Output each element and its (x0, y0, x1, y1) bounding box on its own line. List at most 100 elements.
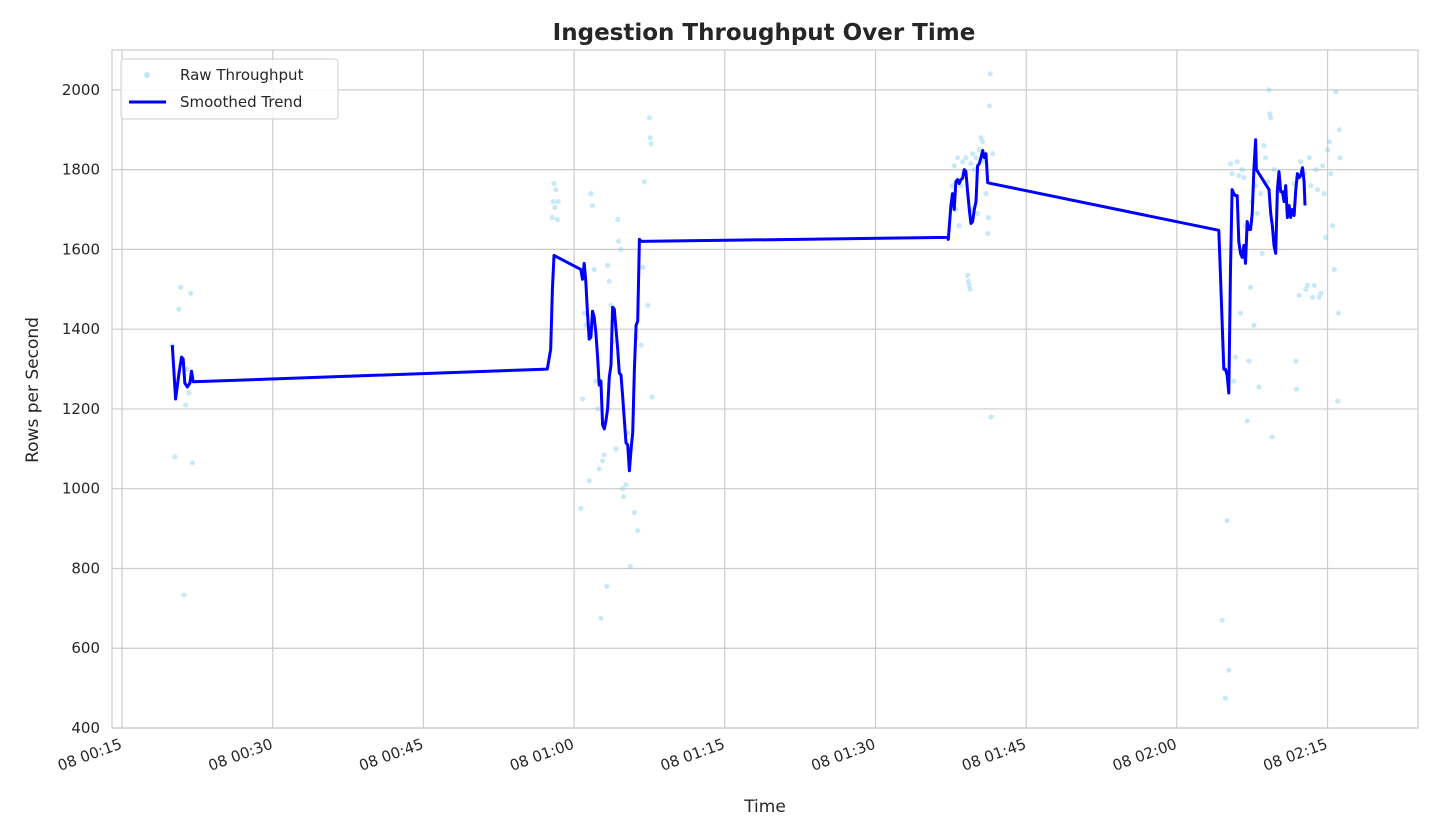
raw-throughput-point (1316, 294, 1322, 300)
chart-title: Ingestion Throughput Over Time (553, 20, 976, 46)
raw-throughput-point (976, 147, 982, 153)
raw-throughput-point (1311, 282, 1317, 288)
raw-throughput-point (968, 161, 974, 167)
y-tick-label: 800 (71, 559, 100, 577)
raw-throughput-point (983, 191, 989, 197)
y-tick-label: 400 (71, 719, 100, 737)
raw-throughput-point (615, 238, 622, 244)
raw-throughput-point (1304, 282, 1311, 288)
y-tick-label: 2000 (62, 81, 100, 99)
raw-throughput-point (605, 262, 611, 268)
raw-throughput-point (1259, 250, 1265, 256)
raw-throughput-point (1298, 159, 1304, 165)
raw-throughput-point (1293, 358, 1299, 364)
legend-marker-raw-throughput (144, 72, 150, 78)
raw-throughput-point (595, 406, 601, 412)
raw-throughput-point (1320, 163, 1326, 169)
raw-throughput-point (188, 290, 194, 296)
raw-throughput-point (647, 135, 653, 141)
raw-throughput-point (613, 446, 619, 452)
raw-throughput-point (604, 583, 610, 590)
raw-throughput-point (1239, 167, 1245, 173)
raw-throughput-point (965, 278, 972, 284)
raw-throughput-point (1227, 161, 1234, 167)
raw-throughput-point (966, 282, 972, 288)
raw-throughput-point (598, 615, 604, 621)
y-axis-label: Rows per Second (23, 317, 43, 463)
raw-throughput-point (181, 592, 187, 598)
raw-throughput-point (960, 159, 966, 165)
raw-throughput-point (601, 452, 607, 458)
raw-throughput-point (554, 216, 561, 223)
raw-throughput-point (1321, 191, 1327, 197)
raw-throughput-point (550, 199, 556, 205)
raw-throughput-point (1303, 286, 1309, 292)
legend-label-raw-throughput: Raw Throughput (180, 66, 304, 84)
raw-throughput-point (1335, 398, 1341, 404)
raw-throughput-point (178, 284, 184, 290)
y-tick-label: 1800 (62, 161, 100, 179)
raw-throughput-point (1326, 139, 1332, 145)
raw-throughput-point (1296, 292, 1302, 298)
raw-throughput-point (1267, 111, 1273, 117)
raw-throughput-point (1237, 310, 1244, 316)
plot-frame (111, 49, 1419, 729)
raw-throughput-point (620, 486, 626, 492)
raw-throughput-point (649, 394, 655, 400)
raw-throughput-point (973, 155, 979, 161)
raw-throughput-point (646, 115, 653, 121)
raw-throughput-point (606, 278, 612, 284)
raw-throughput-point (970, 151, 976, 157)
raw-throughput-point (176, 306, 182, 312)
raw-throughput-point (578, 506, 584, 512)
legend-box (120, 58, 339, 120)
raw-throughput-point (627, 563, 633, 570)
raw-throughput-point (615, 216, 621, 223)
raw-throughput-point (963, 155, 969, 161)
y-tick-label: 600 (71, 639, 100, 657)
raw-throughput-point (1268, 115, 1274, 121)
raw-throughput-point (978, 135, 984, 141)
raw-throughput-point (1330, 222, 1336, 229)
raw-throughput-point (986, 103, 993, 109)
raw-throughput-point (184, 366, 190, 372)
raw-throughput-point (1331, 266, 1337, 272)
raw-throughput-point (980, 139, 986, 145)
raw-throughput-point (971, 167, 977, 173)
raw-throughput-point (1251, 322, 1257, 328)
raw-throughput-point (1256, 384, 1262, 390)
grid-lines (112, 50, 1418, 729)
raw-throughput-point (189, 460, 195, 466)
raw-throughput-point (552, 204, 558, 211)
y-tick-label: 1400 (62, 320, 100, 338)
plot-area (169, 71, 1343, 701)
raw-throughput-point (638, 342, 644, 348)
raw-throughput-point (1323, 234, 1329, 240)
raw-throughput-point (988, 414, 994, 420)
raw-throughput-point (551, 181, 557, 187)
raw-throughput-point (1244, 418, 1250, 424)
raw-throughput-point (1269, 434, 1275, 440)
raw-throughput-point (1308, 183, 1314, 189)
raw-throughput-point (579, 396, 586, 402)
raw-throughput-point (1306, 155, 1312, 161)
raw-throughput-point (1222, 695, 1228, 701)
raw-throughput-point (641, 179, 648, 185)
raw-throughput-point (1219, 617, 1225, 623)
raw-throughput-point (975, 210, 981, 217)
raw-throughput-point (581, 310, 587, 316)
raw-throughput-point (987, 71, 993, 77)
legend: Raw Throughput Smoothed Trend (120, 58, 339, 120)
raw-throughput-point (1313, 167, 1319, 173)
raw-throughput-point (951, 163, 957, 169)
raw-throughput-series (169, 71, 1343, 701)
raw-throughput-point (990, 151, 996, 157)
raw-throughput-point (1229, 171, 1235, 177)
raw-throughput-point (1254, 210, 1260, 217)
raw-throughput-point (1325, 147, 1331, 153)
raw-throughput-point (1271, 167, 1277, 173)
raw-throughput-point (1328, 171, 1334, 177)
raw-throughput-point (596, 466, 602, 472)
raw-throughput-point (620, 494, 627, 500)
